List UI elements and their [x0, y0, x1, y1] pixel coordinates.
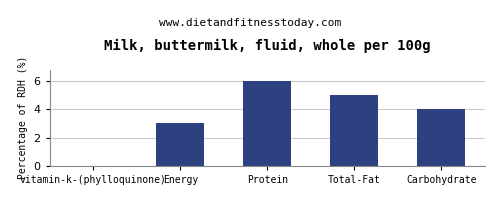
Bar — [418, 109, 465, 166]
Title: Milk, buttermilk, fluid, whole per 100g: Milk, buttermilk, fluid, whole per 100g — [104, 39, 430, 53]
Bar — [244, 81, 291, 166]
Bar — [156, 123, 204, 166]
Bar — [330, 95, 378, 166]
Text: www.dietandfitnesstoday.com: www.dietandfitnesstoday.com — [159, 18, 341, 28]
Y-axis label: Percentage of RDH (%): Percentage of RDH (%) — [18, 56, 28, 179]
